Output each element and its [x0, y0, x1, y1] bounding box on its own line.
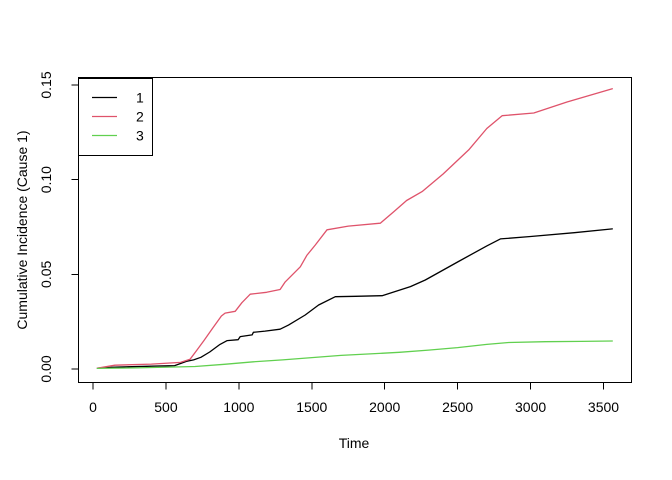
legend-label-3: 3: [136, 127, 144, 143]
y-axis-title: Cumulative Incidence (Cause 1): [14, 130, 30, 330]
x-axis-title: Time: [338, 435, 370, 451]
x-tick-label: 3500: [588, 399, 619, 415]
legend-label-1: 1: [136, 89, 144, 105]
x-tick-label: 1500: [296, 399, 327, 415]
legend-label-2: 2: [136, 108, 144, 124]
x-tick-label: 0: [89, 399, 97, 415]
series-line-2: [96, 88, 613, 369]
x-tick-label: 1000: [223, 399, 254, 415]
y-tick-label: 0.15: [38, 71, 54, 98]
x-tick-label: 2000: [369, 399, 400, 415]
plot-border: [78, 77, 632, 383]
x-tick-label: 3000: [515, 399, 546, 415]
series-line-1: [96, 228, 613, 369]
y-tick-label: 0.00: [38, 355, 54, 382]
y-tick-label: 0.10: [38, 166, 54, 193]
x-tick-label: 2500: [442, 399, 473, 415]
y-tick-label: 0.05: [38, 260, 54, 287]
x-tick-label: 500: [154, 399, 178, 415]
series-line-3: [96, 340, 613, 370]
